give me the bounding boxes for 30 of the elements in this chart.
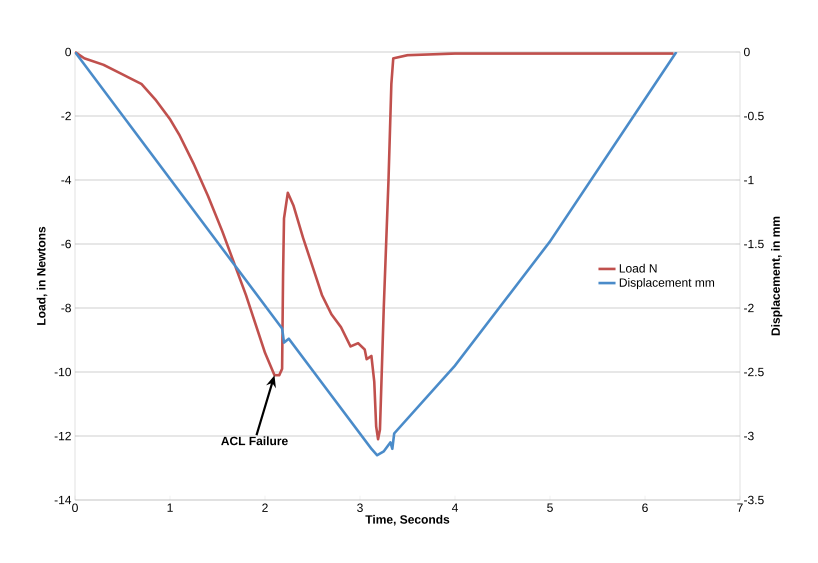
y-tick-label: 0 [65,48,72,56]
y2-axis-title: Displacement, in mm [771,216,782,336]
x-tick-label: 2 [262,504,268,512]
x-tick-label: 4 [452,504,458,512]
y-tick-label: -12 [54,432,71,440]
x-tick-label: 0 [72,504,78,512]
y2-tick-label: 0 [744,48,750,56]
x-tick-label: 3 [357,504,363,512]
x-tick-label: 1 [168,504,173,512]
y-tick-label: -6 [61,240,71,248]
x-tick-label: 6 [642,504,648,512]
y2-tick-label: -2 [744,304,754,312]
y-tick-label: -10 [54,368,72,376]
y2-tick-label: -2.5 [744,368,764,376]
y-tick-label: -14 [54,496,72,504]
y-tick-label: -8 [61,304,71,312]
y-tick-label: -2 [61,112,71,120]
annotation: ACL Failure [221,436,288,446]
y2-tick-label: -1.5 [744,240,764,248]
y-axis-title: Load, in Newtons [36,226,48,325]
legend-label: Load N [620,264,657,273]
legend-label: Displacement mm [620,278,714,290]
y2-tick-label: -1 [744,176,754,184]
x-axis-title: Time, Seconds [365,514,450,526]
x-tick-label: 5 [547,504,553,512]
y2-tick-label: -3.5 [744,496,764,504]
y2-tick-label: -3 [744,432,754,440]
y2-tick-label: -0.5 [744,112,764,120]
x-tick-label: 7 [737,504,743,512]
y-tick-label: -4 [61,176,72,184]
